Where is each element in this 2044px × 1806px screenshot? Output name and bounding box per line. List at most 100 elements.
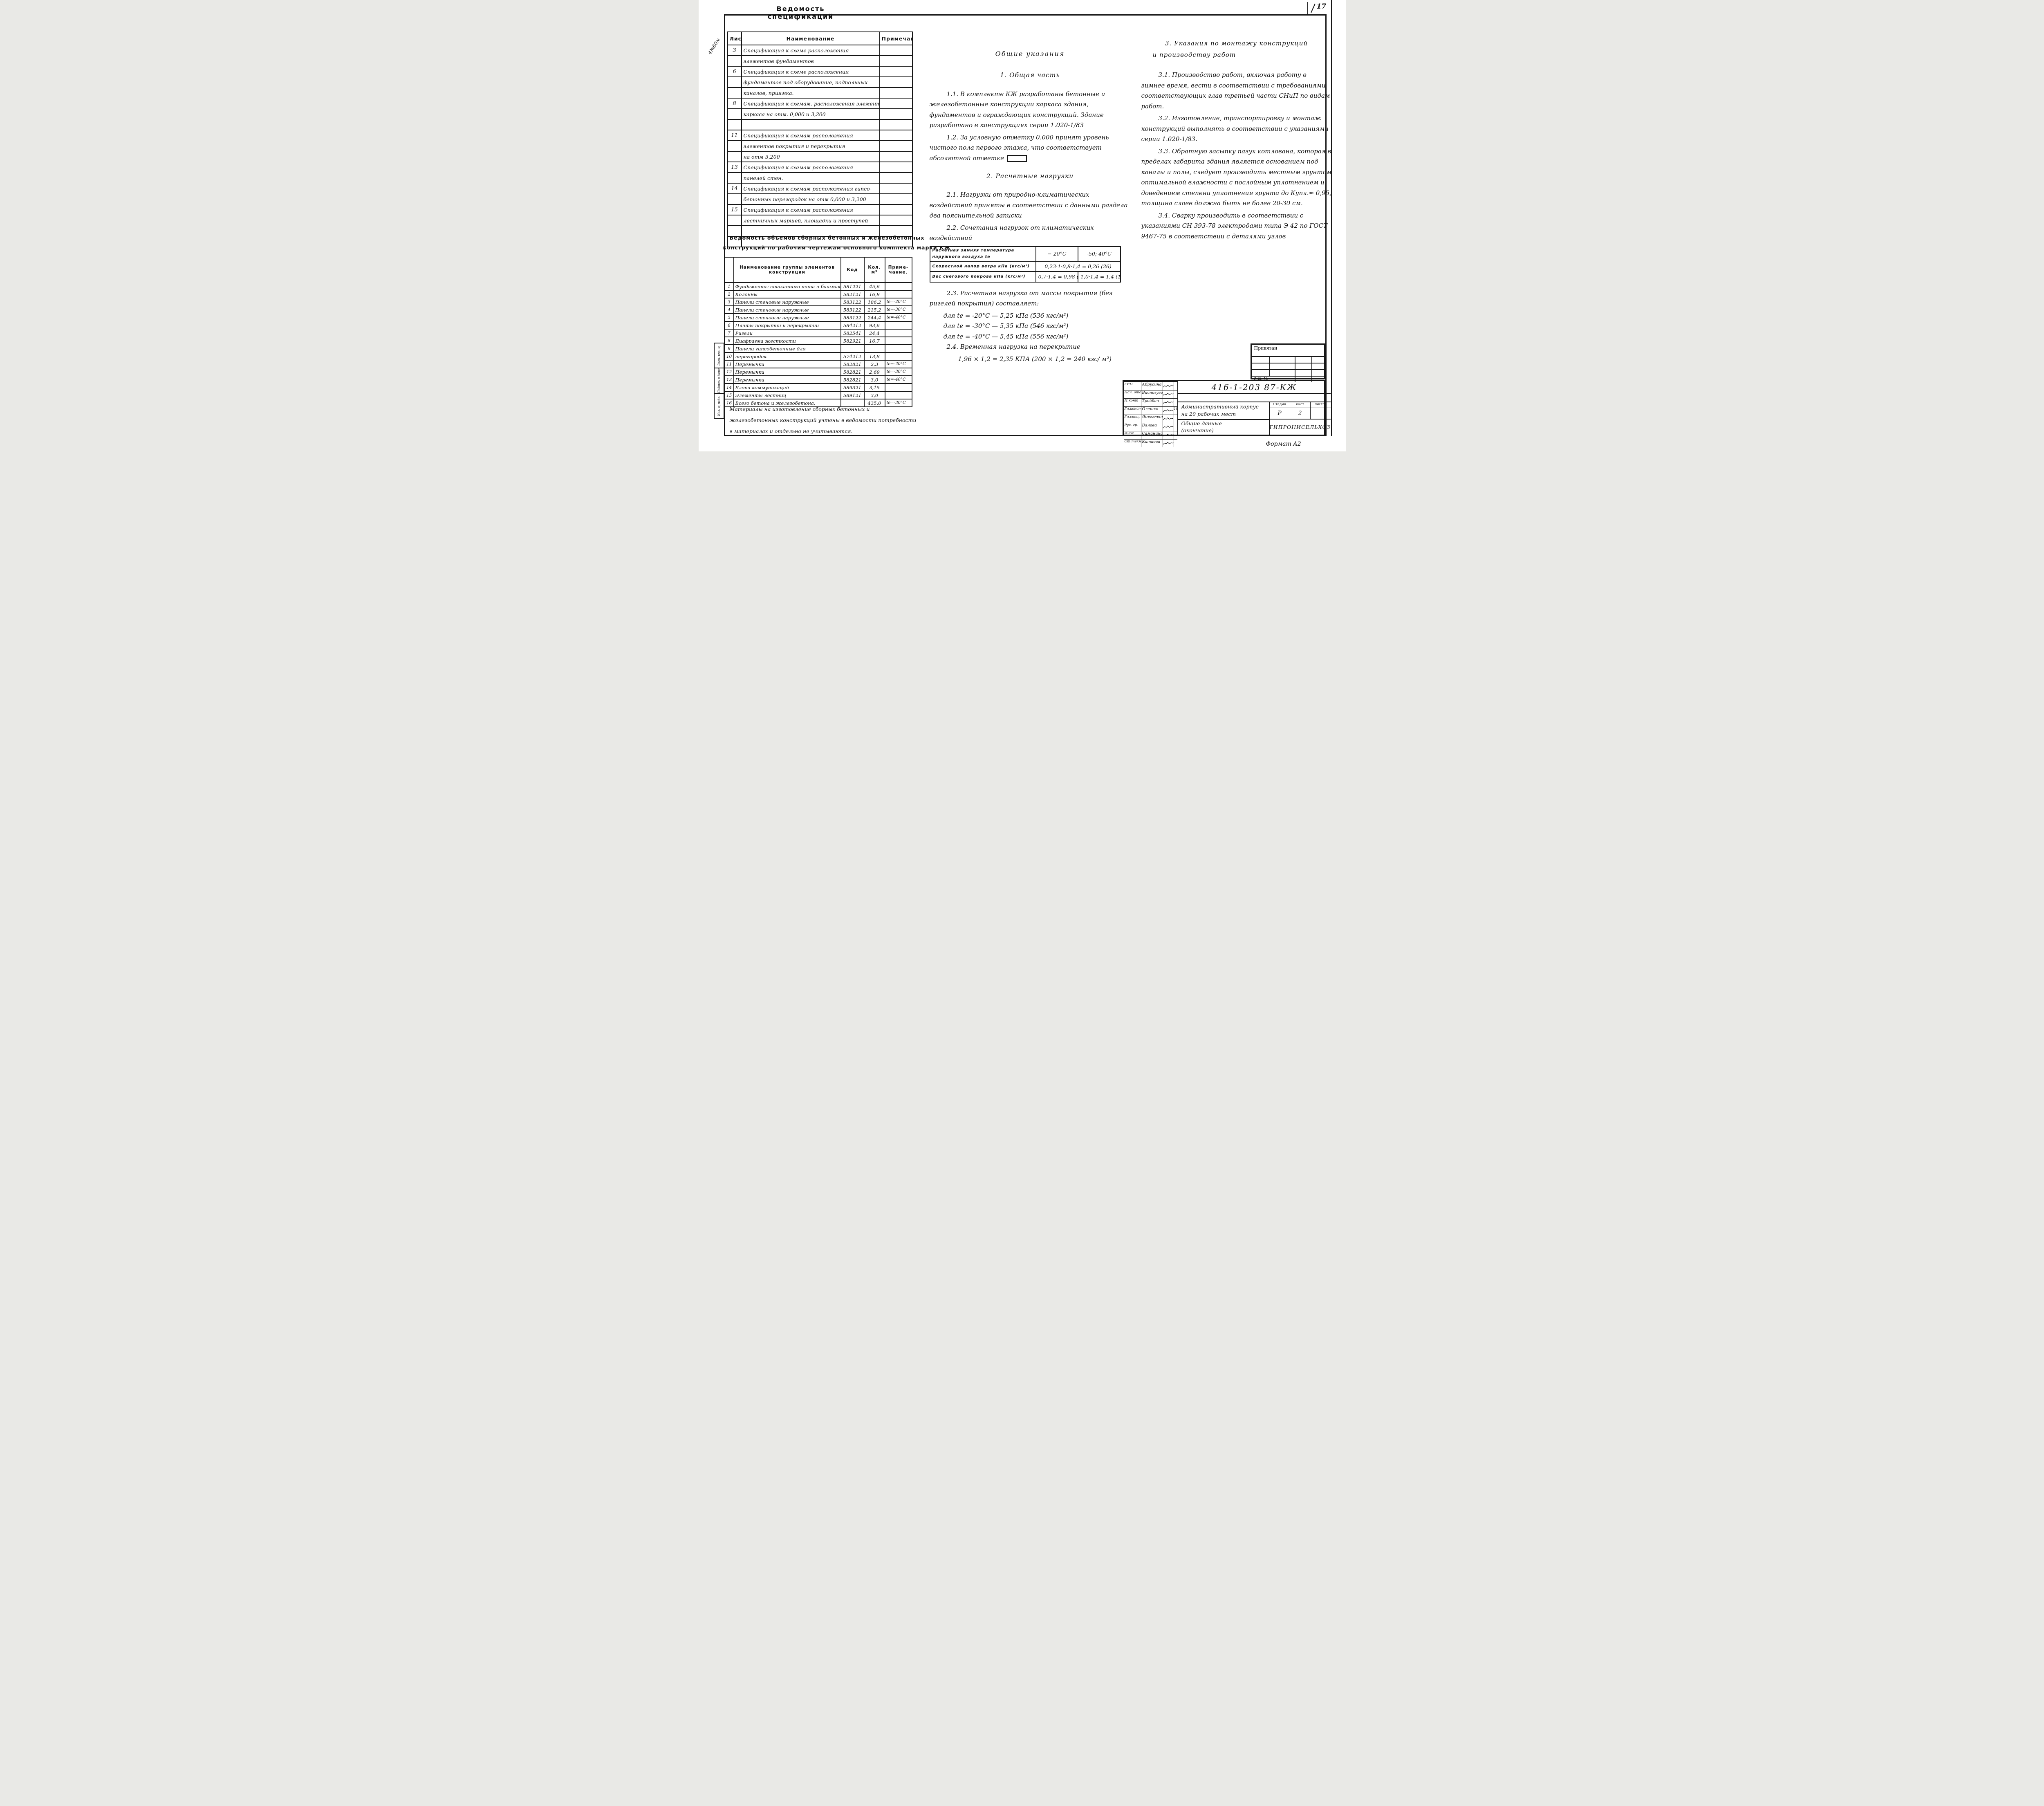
attach-stamp-inv-row: Инв. № xyxy=(1252,377,1324,382)
sheets-label: Листов xyxy=(1310,402,1331,408)
signature-role: Н.конт xyxy=(1124,399,1141,406)
signature-date xyxy=(1174,399,1177,406)
sheet-value: 2 xyxy=(1298,410,1302,417)
spec-table: Лист Наименование Примечание 3 Специфика… xyxy=(727,31,913,247)
volumes-row-name: Диафрагма жесткости xyxy=(733,337,841,345)
signature-role: Ст.техн xyxy=(1124,440,1141,447)
paragraph-1-2: 1.2. За условную отметку 0.000 принят ур… xyxy=(930,132,1131,164)
spec-row-sheet: 3 xyxy=(727,45,742,56)
signature-name: Вислогузов xyxy=(1141,390,1163,398)
volumes-row-note xyxy=(884,344,912,353)
page-number: 17 xyxy=(1316,2,1327,11)
climate-wind-value: 0,23·1·0,8·1,4 = 0,26 (26) xyxy=(1035,261,1121,272)
volumes-row-note xyxy=(884,337,912,345)
climate-loads-table: Расчетная зимняя температура наружного в… xyxy=(929,246,1121,283)
stage-cell: Стадия Р xyxy=(1269,402,1290,419)
frame-left-line xyxy=(724,14,725,436)
volumes-row-note: te=-20°C xyxy=(884,298,912,306)
spec-row-note xyxy=(879,87,913,99)
volumes-row-code: 582821 xyxy=(840,360,865,368)
signature-date xyxy=(1174,423,1177,431)
volumes-row-qty: 3,0 xyxy=(863,375,885,384)
volumes-row-note: te=-30°C xyxy=(884,399,912,407)
signature-name: Абрусина xyxy=(1141,382,1163,390)
spec-row-note xyxy=(879,130,913,141)
volumes-row-note: te=-30°C xyxy=(884,368,912,376)
volumes-row-qty: 3,0 xyxy=(863,391,885,399)
spec-row: 8 Спецификация к схемам. расположения эл… xyxy=(727,98,913,109)
signature-role: Нач. отд xyxy=(1124,390,1141,398)
live-load-formula: 1,96 × 1,2 = 2,35 КПА (200 × 1,2 = 240 к… xyxy=(958,355,1112,363)
paragraph-1-1: 1.1. В комплекте КЖ разработаны бетонные… xyxy=(929,90,1105,129)
paragraph-1-2-text: 1.2. За условную отметку 0.000 принят ур… xyxy=(929,133,1109,162)
spec-row: на отм 3,200 xyxy=(727,151,913,162)
spec-row-name: Спецификация к схемам расположения xyxy=(741,204,880,215)
volumes-row-qty: 2,69 xyxy=(863,368,885,376)
spec-row-name: каркаса на отм. 0,000 и 3,200 xyxy=(741,108,880,120)
spec-row-note xyxy=(879,66,913,77)
spec-row-sheet: 14 xyxy=(727,183,742,194)
volumes-row-num: 3 xyxy=(724,298,734,306)
spec-header-row: Лист Наименование Примечание xyxy=(727,31,913,45)
climate-temp-value2: -50; 40°С xyxy=(1078,246,1121,262)
climate-row-snow: Вес снегового покрова кПа (кгс/м²) 0,7·1… xyxy=(929,271,1121,283)
volumes-row-qty: 13,8 xyxy=(863,352,885,361)
margin-stamp-label: Взам. инв. № xyxy=(717,345,721,366)
spec-row-name: Спецификация к схемам расположения xyxy=(741,130,880,141)
signature-date xyxy=(1174,440,1177,447)
signature-scribble xyxy=(1163,399,1174,406)
volumes-col-code: Код xyxy=(840,257,865,283)
margin-stamp-cell: Подпись и дата xyxy=(713,368,724,393)
volumes-row-name: Панели стеновые наружные xyxy=(733,305,841,314)
spec-row: бетонных перегородок на отм 0,000 и 3,20… xyxy=(727,193,913,205)
signature-scribble xyxy=(1163,382,1174,390)
spec-row-sheet: 6 xyxy=(727,66,742,77)
volumes-row-note xyxy=(884,290,912,298)
spec-row-note xyxy=(879,172,913,184)
spec-row: 15 Спецификация к схемам расположения xyxy=(727,204,913,215)
spec-row-note xyxy=(879,162,913,173)
roof-load-line: для te = -40°С — 5,45 кПа (556 кгс/м²) xyxy=(943,332,1069,340)
volumes-row: 8 Диафрагма жесткости 582921 16,7 xyxy=(724,337,912,345)
signature-row: Нач. отд Вислогузов xyxy=(1123,390,1177,399)
spec-row-name: каналов, приямка. xyxy=(741,87,880,99)
volumes-row: 2 Колонны 582121 16,9 xyxy=(724,290,912,298)
volumes-row-num: 13 xyxy=(724,375,734,384)
volumes-footnote: Материалы на изготовление сборных бетонн… xyxy=(729,406,917,434)
spec-row: 3 Спецификация к схеме расположения xyxy=(727,45,913,56)
volumes-row-name: Ригели xyxy=(733,329,841,337)
roof-load-line: для te = -20°С — 5,25 кПа (536 кгс/м²) xyxy=(943,312,1069,319)
signature-name: Олешко xyxy=(1141,407,1163,415)
signature-date xyxy=(1174,431,1177,439)
signature-scribble xyxy=(1163,423,1174,431)
volumes-table: Наименование группы элементов конструкци… xyxy=(724,257,912,407)
signature-role: Рук. гр. xyxy=(1124,423,1141,431)
signature-row: Гл.конст Олешко 10.86 xyxy=(1123,407,1177,415)
volumes-row-name: Перемычки xyxy=(733,360,841,368)
climate-temp-label: Расчетная зимняя температура наружного в… xyxy=(929,246,1036,262)
volumes-row-qty: 435,0 xyxy=(863,399,885,407)
volumes-row-num: 14 xyxy=(724,383,734,392)
volumes-row-name: Панели гипсобетонные для xyxy=(733,344,841,353)
climate-wind-label: Скоростной напор ветра кПа (кгс/м²) xyxy=(929,261,1036,272)
volumes-row-name: Перемычки xyxy=(733,375,841,384)
attach-stamp-label: Привязан xyxy=(1251,345,1324,357)
spec-row: 11 Спецификация к схемам расположения xyxy=(727,130,913,141)
volumes-row-qty: 2,3 xyxy=(863,360,885,368)
volumes-row-code: 581221 xyxy=(840,282,865,291)
signature-row: Инж. Саманина xyxy=(1123,431,1177,440)
elevation-blank-box xyxy=(1007,155,1027,162)
signature-role: Инж. xyxy=(1124,431,1141,439)
volumes-row-note: te=-30°C xyxy=(884,305,912,314)
volumes-row-note xyxy=(884,352,912,361)
volumes-row: 16 Всего бетона и железобетона. 435,0 te… xyxy=(724,399,912,407)
signature-role: Гл.спец. xyxy=(1124,415,1141,423)
section3-heading-line1: 3. Указания по монтажу конструкций xyxy=(1165,40,1308,47)
section1-heading: 1. Общая часть xyxy=(1000,72,1060,79)
spec-row-note xyxy=(879,119,913,130)
title-block-main: Административный корпус на 20 рабочих ме… xyxy=(1178,402,1331,435)
margin-stamp-cell: Инв. № подл. xyxy=(713,393,724,419)
volumes-row-num: 11 xyxy=(724,360,734,368)
volumes-row-num: 15 xyxy=(724,391,734,399)
frame-right-line xyxy=(1325,14,1327,436)
